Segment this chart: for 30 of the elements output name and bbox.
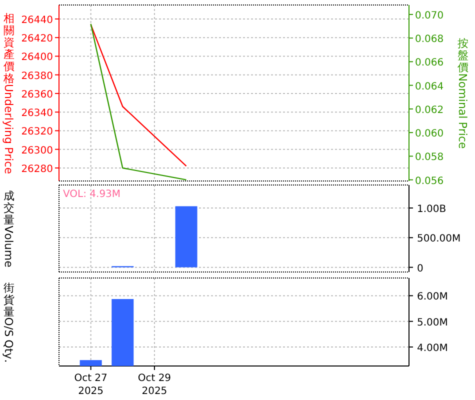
y2-tick-label: 0.064: [415, 81, 444, 92]
annotation: VOL: 4.93M: [63, 189, 121, 200]
y-tick-label: 26300: [21, 145, 53, 156]
y-tick-label: 26420: [21, 34, 53, 45]
y-tick-label: 26320: [21, 126, 53, 138]
text: 按盤價Nominal Price: [456, 37, 469, 149]
y2-tick-label: 0.068: [415, 34, 444, 46]
y-tick-label: 26440: [21, 14, 53, 26]
y2-tick-label: 0.058: [415, 152, 444, 164]
y2-tick-label: 0.062: [415, 104, 444, 116]
text: 相關資產價格Underlying Price: [2, 12, 15, 174]
x-tick-label: Oct 27 2025: [74, 373, 108, 397]
y2-tick-label: 0.070: [415, 10, 444, 22]
y2-tick-label: 0.056: [415, 176, 444, 187]
y-tick-label: 500.00M: [417, 234, 461, 245]
y-tick-label: 0: [417, 263, 424, 274]
y-tick-label: 1.00B: [417, 204, 446, 216]
x-tick-label: Oct 29 2025: [138, 373, 172, 397]
y-tick-label: 4.00M: [417, 343, 448, 354]
y-tick-label: 26280: [21, 164, 53, 175]
y-tick-label: 26400: [21, 52, 53, 64]
y-tick-label: 26360: [21, 89, 53, 100]
y-tick-label: 26340: [21, 108, 53, 120]
text: 成交量Volume: [2, 190, 15, 268]
y2-tick-label: 0.066: [415, 58, 444, 69]
y-tick-label: 6.00M: [417, 292, 448, 303]
y-tick-label: 5.00M: [417, 317, 448, 328]
y2-tick-label: 0.060: [415, 128, 444, 140]
text: 街貨量O/S Qty.: [2, 281, 15, 363]
y-tick-label: 26380: [21, 70, 53, 82]
